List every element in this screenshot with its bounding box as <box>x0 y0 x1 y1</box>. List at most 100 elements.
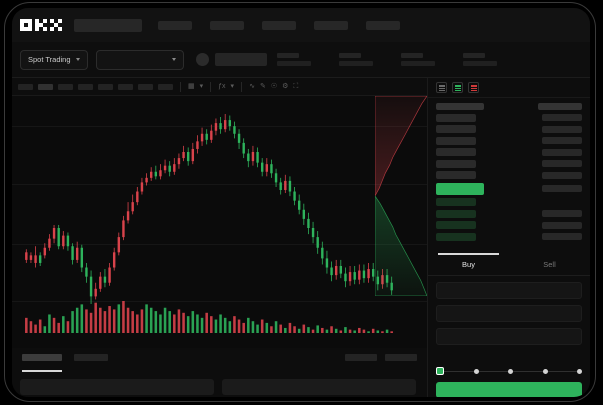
chevron-down-icon[interactable]: ▾ <box>199 83 204 90</box>
settings-icon[interactable]: ⚙ <box>282 83 289 90</box>
orderbook-price-header <box>436 103 484 110</box>
timeframe-button-8[interactable] <box>158 83 173 90</box>
price-chart[interactable] <box>12 96 427 348</box>
orderbook-rows <box>428 98 590 241</box>
bottom-tab-1[interactable] <box>22 354 62 361</box>
stat-label <box>462 53 485 58</box>
market-stat-1 <box>338 53 373 66</box>
okx-logo-glyph-x <box>50 19 62 31</box>
market-stat-2 <box>400 53 435 66</box>
orderbook-ask-row[interactable] <box>436 148 582 156</box>
orderbook-bid-row[interactable] <box>436 198 582 206</box>
orderbook-mode-all-icon[interactable] <box>436 82 447 93</box>
bottom-panel-left[interactable] <box>20 379 214 395</box>
bottom-tab-2[interactable] <box>74 354 108 361</box>
stat-value <box>462 61 497 66</box>
orderbook-header <box>428 78 590 98</box>
chevron-down-icon <box>75 58 80 61</box>
okx-logo-glyph-o <box>20 19 32 31</box>
nav-item-5[interactable] <box>366 20 400 30</box>
timeframe-button-6[interactable] <box>118 83 133 90</box>
bottom-action-1[interactable] <box>345 354 377 361</box>
timeframe-button-1[interactable] <box>18 83 33 90</box>
slider-step-25[interactable] <box>473 368 479 374</box>
timeframe-button-3[interactable] <box>58 83 73 90</box>
nav-item-4[interactable] <box>314 20 348 30</box>
tab-buy-label: Buy <box>462 260 475 269</box>
orderbook-column-headers <box>436 103 582 110</box>
bottom-panel-right[interactable] <box>222 379 416 395</box>
orderbook-ask-row[interactable] <box>436 171 582 179</box>
orderbook-ask-row[interactable] <box>436 125 582 133</box>
order-amount-input[interactable] <box>436 305 582 322</box>
orderbook-bid-row[interactable] <box>436 221 582 229</box>
tab-buy[interactable]: Buy <box>428 253 509 275</box>
market-type-dropdown[interactable]: Spot Trading <box>20 49 88 70</box>
ticker-price <box>214 53 267 66</box>
search-input[interactable] <box>74 18 142 32</box>
bottom-action-2[interactable] <box>385 354 417 361</box>
app-screen: Spot Trading <box>12 8 590 397</box>
okx-logo[interactable] <box>20 19 62 31</box>
gridline <box>12 244 427 245</box>
coin-icon <box>195 53 209 66</box>
nav-item-3[interactable] <box>262 20 296 30</box>
bottom-actions <box>345 354 417 361</box>
orderbook-current-price <box>436 182 582 195</box>
amount-percent-slider[interactable] <box>436 366 582 376</box>
timeframe-button-2[interactable] <box>38 83 53 90</box>
submit-buy-button[interactable] <box>436 382 582 397</box>
market-type-label: Spot Trading <box>28 55 71 64</box>
stat-value <box>276 61 311 66</box>
candlestick-series <box>25 114 393 333</box>
chevron-down-icon <box>171 58 176 61</box>
stat-label <box>276 53 299 58</box>
pencil-icon[interactable]: ✎ <box>259 83 266 90</box>
bottom-panel <box>12 348 427 397</box>
toolbar-divider <box>210 81 212 92</box>
chart-type-icon[interactable]: ▦ <box>188 83 195 90</box>
orderbook-ask-row[interactable] <box>436 159 582 168</box>
line-style-icon[interactable]: ∿ <box>249 83 255 90</box>
gridline <box>12 301 427 302</box>
fullscreen-icon[interactable]: ⛶ <box>293 83 299 90</box>
magnet-icon[interactable]: ☉ <box>270 83 278 90</box>
chevron-down-icon[interactable]: ▾ <box>230 83 235 90</box>
market-stat-3 <box>462 53 497 66</box>
order-total-input[interactable] <box>436 328 582 345</box>
pair-selector-dropdown[interactable] <box>95 49 184 70</box>
timeframe-button-4[interactable] <box>78 83 93 90</box>
stat-value <box>338 61 373 66</box>
stat-label <box>338 53 361 58</box>
gridline <box>12 184 427 185</box>
orderbook-ask-row[interactable] <box>436 136 582 145</box>
timeframe-button-7[interactable] <box>138 83 153 90</box>
orderbook-panel: Buy Sell <box>427 78 590 397</box>
device-bezel <box>4 2 596 402</box>
market-sub-bar: Spot Trading <box>12 42 590 78</box>
orderbook-bid-row[interactable] <box>436 232 582 241</box>
depth-overlay-chart <box>375 96 427 296</box>
order-form: Buy Sell <box>428 253 590 351</box>
orderbook-ask-row[interactable] <box>436 113 582 122</box>
timeframe-button-5[interactable] <box>98 83 113 90</box>
indicator-icon[interactable]: ƒx <box>218 83 226 90</box>
tab-sell-label: Sell <box>543 260 556 269</box>
toolbar-divider <box>180 81 181 92</box>
slider-step-50[interactable] <box>508 368 513 374</box>
toolbar-divider <box>241 81 243 92</box>
nav-item-1[interactable] <box>158 20 192 30</box>
slider-step-100[interactable] <box>577 368 582 374</box>
tab-sell[interactable]: Sell <box>509 254 590 275</box>
order-price-input[interactable] <box>436 282 582 299</box>
chart-toolbar: ▦ ▾ ƒx ▾ ∿ ✎ ☉ ⚙ ⛶ <box>12 78 427 96</box>
nav-item-2[interactable] <box>210 20 244 30</box>
stat-value <box>400 61 435 66</box>
slider-handle[interactable] <box>436 367 444 375</box>
orderbook-bid-row[interactable] <box>436 209 582 218</box>
orderbook-mode-bids-icon[interactable] <box>452 82 463 93</box>
orderbook-mode-asks-icon[interactable] <box>468 82 479 93</box>
slider-step-75[interactable] <box>542 368 548 374</box>
top-navigation-bar <box>12 8 590 42</box>
